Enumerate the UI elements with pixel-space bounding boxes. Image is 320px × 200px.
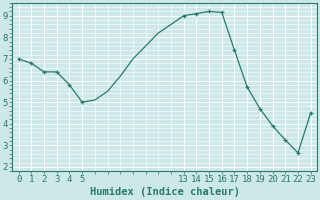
X-axis label: Humidex (Indice chaleur): Humidex (Indice chaleur)	[90, 187, 240, 197]
